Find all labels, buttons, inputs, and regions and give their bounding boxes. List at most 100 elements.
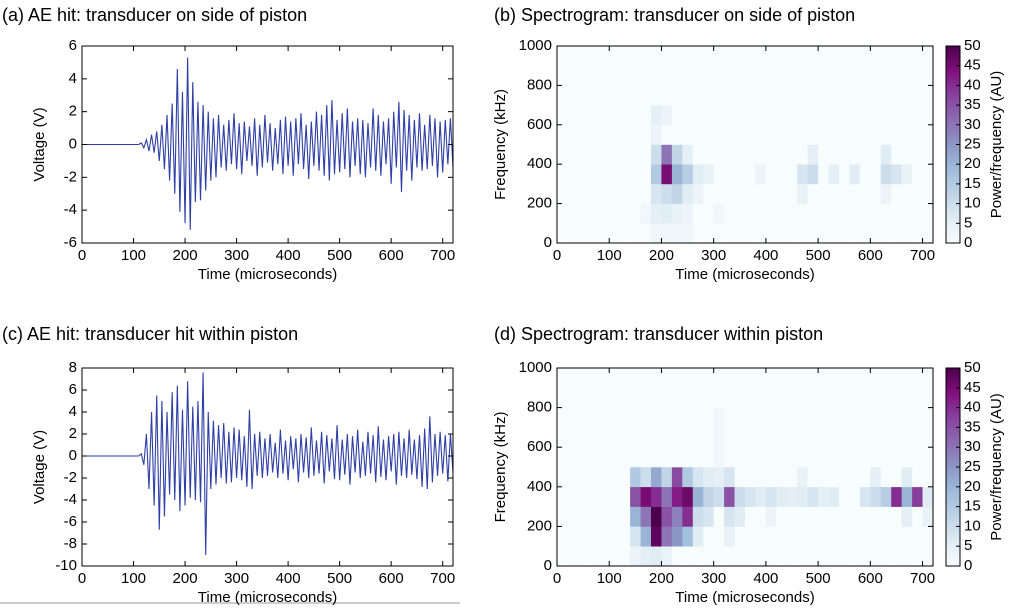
heatmap-cell — [755, 407, 767, 428]
heatmap-cell — [692, 407, 704, 428]
heatmap-cell — [828, 164, 840, 185]
y-tick-label: -2 — [64, 168, 77, 185]
x-tick-label: 100 — [597, 247, 622, 264]
colorbar-tick-label: 10 — [964, 195, 981, 212]
heatmap-cell — [901, 183, 913, 204]
heatmap-cell — [901, 486, 913, 507]
heatmap-cell — [692, 526, 704, 547]
heatmap-cell — [567, 124, 579, 145]
heatmap-cell — [765, 203, 777, 224]
heatmap-cell — [651, 526, 662, 547]
heatmap-cell — [598, 105, 610, 126]
heatmap-cell — [828, 46, 840, 66]
heatmap-cell — [557, 506, 568, 527]
colorbar-tick-label: 50 — [964, 359, 981, 376]
heatmap-cell — [703, 164, 714, 185]
heatmap-cell — [682, 183, 694, 204]
colorbar-tick-label: 15 — [964, 175, 981, 192]
x-tick-label: 300 — [224, 247, 249, 264]
heatmap-cell — [703, 183, 714, 204]
heatmap-cell — [640, 65, 652, 86]
heatmap-cell — [880, 407, 892, 428]
heatmap-cell — [598, 164, 610, 185]
heatmap-cell — [765, 486, 777, 507]
heatmap-cell — [745, 183, 756, 204]
heatmap-cell — [734, 526, 746, 547]
heatmap-cell — [818, 546, 829, 566]
y-tick-label: 600 — [527, 438, 552, 455]
colorbar-tick-label: 10 — [964, 517, 981, 534]
colorbar-tick-label: 30 — [964, 116, 981, 133]
heatmap-cell — [818, 65, 829, 86]
heatmap-cell — [765, 546, 777, 566]
heatmap-cell — [755, 427, 767, 448]
heatmap-cell — [598, 387, 610, 408]
heatmap-cell — [609, 124, 620, 145]
heatmap-cell — [588, 144, 600, 165]
x-tick-label: 200 — [173, 247, 198, 264]
heatmap-cell — [588, 407, 600, 428]
heatmap-cell — [651, 447, 662, 468]
heatmap-cell — [703, 506, 714, 527]
heatmap-cell — [745, 46, 756, 66]
heatmap-cell — [859, 65, 871, 86]
heatmap-cell — [922, 427, 933, 448]
colorbar-tick-label: 20 — [964, 155, 981, 172]
heatmap-cell — [859, 164, 871, 185]
heatmap-cell — [588, 526, 600, 547]
heatmap-cell — [703, 223, 714, 243]
heatmap-cell — [922, 506, 933, 527]
plot-area — [82, 372, 453, 556]
heatmap-cell — [776, 203, 788, 224]
heatmap-cell — [922, 387, 933, 408]
heatmap-cell — [912, 506, 923, 527]
heatmap-cell — [818, 46, 829, 66]
heatmap-cell — [776, 526, 788, 547]
heatmap-cell — [849, 105, 861, 126]
heatmap-cell — [891, 85, 902, 106]
x-tick-label: 200 — [649, 247, 674, 264]
heatmap-cell — [912, 124, 923, 145]
y-axis-label: Voltage (V) — [31, 107, 48, 181]
heatmap-cell — [818, 526, 829, 547]
heatmap-cell — [630, 85, 641, 106]
heatmap-cell — [912, 46, 923, 66]
heatmap-cell — [609, 486, 620, 507]
heatmap-cell — [755, 65, 767, 86]
heatmap-cell — [839, 203, 850, 224]
heatmap-cell — [619, 368, 631, 389]
heatmap-cell — [765, 467, 777, 488]
heatmap-cell — [755, 164, 767, 185]
heatmap-cell — [755, 526, 767, 547]
heatmap-cell — [661, 486, 673, 507]
heatmap-cell — [640, 407, 652, 428]
heatmap-cell — [839, 387, 850, 408]
heatmap-cell — [880, 65, 892, 86]
heatmap-cell — [849, 467, 861, 488]
heatmap-cell — [818, 506, 829, 527]
heatmap-cell — [661, 124, 673, 145]
heatmap-cell — [912, 486, 923, 507]
heatmap-cell — [755, 105, 767, 126]
heatmap-cell — [765, 427, 777, 448]
heatmap-cell — [901, 368, 913, 389]
heatmap-cell — [849, 183, 861, 204]
heatmap-cell — [567, 427, 579, 448]
heatmap-cell — [818, 164, 829, 185]
heatmap-cell — [859, 105, 871, 126]
heatmap-cell — [598, 124, 610, 145]
heatmap-cell — [734, 124, 746, 145]
plot-frame — [81, 367, 454, 567]
heatmap-cell — [682, 223, 694, 243]
heatmap-cell — [682, 105, 694, 126]
heatmap-cell — [598, 368, 610, 389]
heatmap-cell — [619, 407, 631, 428]
heatmap-cell — [703, 407, 714, 428]
heatmap-cell — [619, 183, 631, 204]
heatmap-cell — [765, 85, 777, 106]
heatmap-cell — [661, 506, 673, 527]
heatmap-cell — [557, 46, 568, 66]
heatmap-cell — [609, 546, 620, 566]
heatmap-cell — [651, 203, 662, 224]
heatmap-cell — [713, 105, 725, 126]
